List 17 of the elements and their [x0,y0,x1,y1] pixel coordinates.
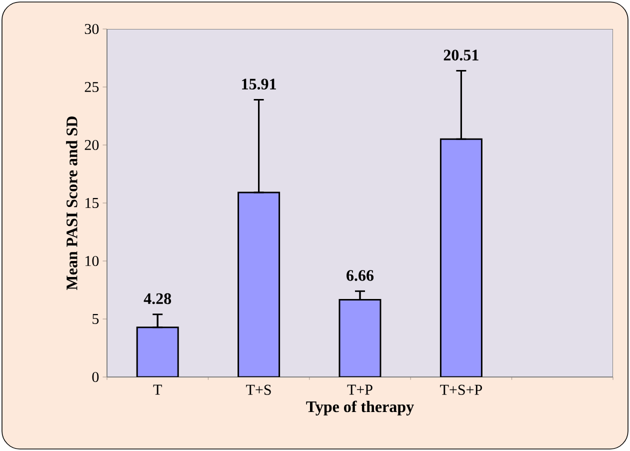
x-tick-label: T [153,384,162,395]
annotation: 6.66 [346,270,374,281]
y-tick-label: 5 [92,314,99,324]
y-tick-label: 15 [86,198,99,208]
annotation: 15.91 [242,78,276,90]
y-tick-label: 25 [84,82,99,92]
x-tick-label: T+P [347,384,372,395]
y-tick-label: 30 [84,24,99,34]
x-axis-title: Type of therapy [306,400,414,416]
y-tick-label: 20 [84,140,99,150]
y-tick-label: 0 [92,372,99,382]
x-tick-label: T+S+P [440,384,482,395]
annotation: 20.51 [444,50,478,61]
x-tick-label: T+S [246,384,271,395]
annotation: 4.28 [144,293,172,304]
y-tick-label: 10 [86,256,99,266]
y-axis-title: Mean PASI Score and SD [66,116,78,290]
